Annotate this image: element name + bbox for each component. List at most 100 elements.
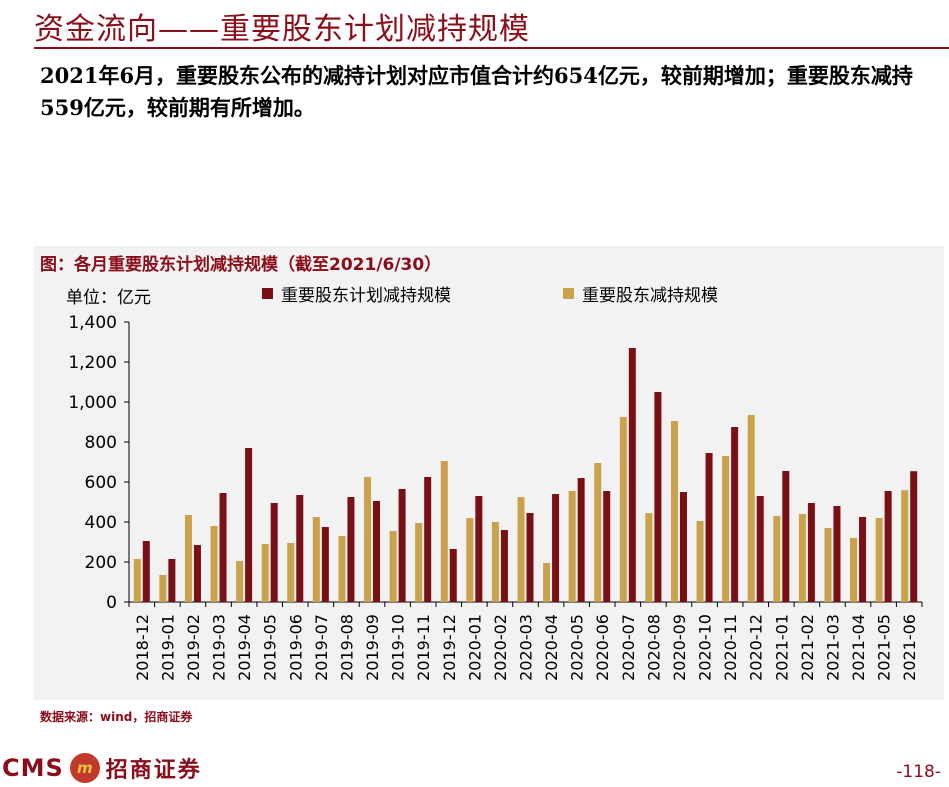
x-tick-label: 2019-04 [235, 614, 254, 681]
bar-actual-reduction [133, 559, 141, 602]
bar-planned-reduction [807, 503, 815, 602]
y-tick-label: 1,000 [68, 393, 117, 413]
x-tick-label: 2021-03 [823, 614, 842, 681]
x-tick-label: 2019-03 [210, 614, 229, 681]
bar-actual-reduction [670, 421, 678, 602]
legend-label-planned: 重要股东计划减持规模 [281, 286, 451, 306]
bar-planned-reduction [884, 491, 892, 602]
bar-planned-reduction [500, 530, 508, 602]
bar-actual-reduction [901, 490, 909, 602]
x-tick-label: 2020-07 [619, 614, 638, 681]
x-tick-label: 2020-05 [568, 614, 587, 681]
legend-item-planned: 重要股东计划减持规模 [262, 281, 451, 306]
bar-actual-reduction [236, 561, 244, 602]
x-tick-label: 2019-09 [363, 614, 382, 681]
bar-actual-reduction [261, 544, 269, 602]
bar-planned-reduction [910, 471, 918, 602]
bar-planned-reduction [679, 492, 687, 602]
chart-panel [34, 246, 944, 700]
x-tick-label: 2020-01 [465, 614, 484, 681]
bar-planned-reduction [168, 559, 176, 602]
bar-actual-reduction [287, 543, 295, 602]
y-tick-label: 600 [85, 473, 117, 493]
y-tick-label: 0 [106, 593, 117, 613]
bar-planned-reduction [577, 478, 585, 602]
bar-actual-reduction [645, 513, 653, 602]
y-tick-label: 1,200 [68, 353, 117, 373]
x-tick-label: 2020-12 [747, 614, 766, 681]
bar-actual-reduction [184, 515, 192, 602]
y-tick-label: 400 [85, 513, 117, 533]
x-tick-label: 2019-08 [337, 614, 356, 681]
logo-latin: CMS [2, 754, 64, 782]
bar-planned-reduction [321, 527, 329, 602]
bar-planned-reduction [193, 545, 201, 602]
x-tick-label: 2021-06 [900, 614, 919, 681]
title-divider [34, 47, 949, 49]
bar-planned-reduction [603, 491, 611, 602]
legend-swatch-planned [262, 288, 273, 299]
bar-planned-reduction [245, 448, 253, 602]
bar-planned-reduction [731, 427, 739, 602]
x-tick-label: 2019-07 [312, 614, 331, 681]
y-tick-label: 800 [85, 433, 117, 453]
bar-planned-reduction [705, 453, 713, 602]
bar-planned-reduction [449, 549, 457, 602]
bar-actual-reduction [722, 456, 730, 602]
bar-actual-reduction [364, 477, 372, 602]
bar-planned-reduction [142, 541, 150, 602]
legend-swatch-actual [563, 288, 574, 299]
bar-actual-reduction [568, 491, 576, 602]
bar-actual-reduction [338, 536, 346, 602]
bar-planned-reduction [219, 493, 227, 602]
bar-planned-reduction [756, 496, 764, 602]
x-tick-label: 2019-05 [261, 614, 280, 681]
bar-actual-reduction [594, 463, 602, 602]
bar-planned-reduction [833, 506, 841, 602]
x-tick-label: 2019-12 [440, 614, 459, 681]
logo-chinese: 招商证券 [105, 757, 202, 783]
x-tick-label: 2020-10 [696, 614, 715, 681]
bar-actual-reduction [543, 563, 551, 602]
x-tick-label: 2019-01 [158, 614, 177, 681]
bar-actual-reduction [210, 526, 218, 602]
x-tick-label: 2020-04 [542, 614, 561, 681]
unit-label: 单位：亿元 [66, 288, 151, 308]
bar-planned-reduction [654, 392, 662, 602]
company-logo: CMS m 招商证券 [2, 752, 202, 784]
bar-actual-reduction [159, 575, 167, 602]
x-tick-label: 2020-09 [670, 614, 689, 681]
bar-actual-reduction [312, 517, 320, 602]
bar-chart: 0 200 400 600 800 1,000 1,200 1,400 2018-12 2019-… [68, 313, 923, 681]
x-tick-label: 2018-12 [133, 614, 152, 681]
bar-actual-reduction [875, 518, 883, 602]
x-tick-label: 2019-06 [286, 614, 305, 681]
x-tick-label: 2020-06 [593, 614, 612, 681]
y-tick-label: 1,400 [68, 313, 117, 333]
bar-planned-reduction [270, 503, 278, 602]
x-tick-label: 2021-04 [849, 614, 868, 681]
summary-paragraph: 2021年6月，重要股东公布的减持计划对应市值合计约654亿元，较前期增加；重要… [40, 63, 913, 120]
bar-actual-reduction [415, 523, 423, 602]
bar-planned-reduction [347, 497, 355, 602]
bar-actual-reduction [491, 522, 499, 602]
page-number: -118- [896, 762, 941, 782]
bar-planned-reduction [398, 489, 406, 602]
bar-planned-reduction [552, 494, 560, 602]
bar-planned-reduction [296, 495, 304, 602]
data-source: 数据来源：wind，招商证券 [40, 710, 193, 724]
x-tick-label: 2020-02 [491, 614, 510, 681]
bar-actual-reduction [619, 417, 627, 602]
x-tick-label: 2019-11 [414, 614, 433, 681]
page-title: 资金流向——重要股东计划减持规模 [34, 12, 530, 47]
bar-planned-reduction [424, 477, 432, 602]
x-tick-label: 2021-01 [772, 614, 791, 681]
x-tick-label: 2020-08 [644, 614, 663, 681]
bar-actual-reduction [466, 518, 474, 602]
bar-actual-reduction [440, 461, 448, 602]
bar-planned-reduction [526, 513, 534, 602]
x-tick-label: 2019-10 [389, 614, 408, 681]
x-tick-label: 2020-03 [517, 614, 536, 681]
bar-planned-reduction [859, 517, 867, 602]
logo-emblem-icon: m [69, 753, 100, 783]
